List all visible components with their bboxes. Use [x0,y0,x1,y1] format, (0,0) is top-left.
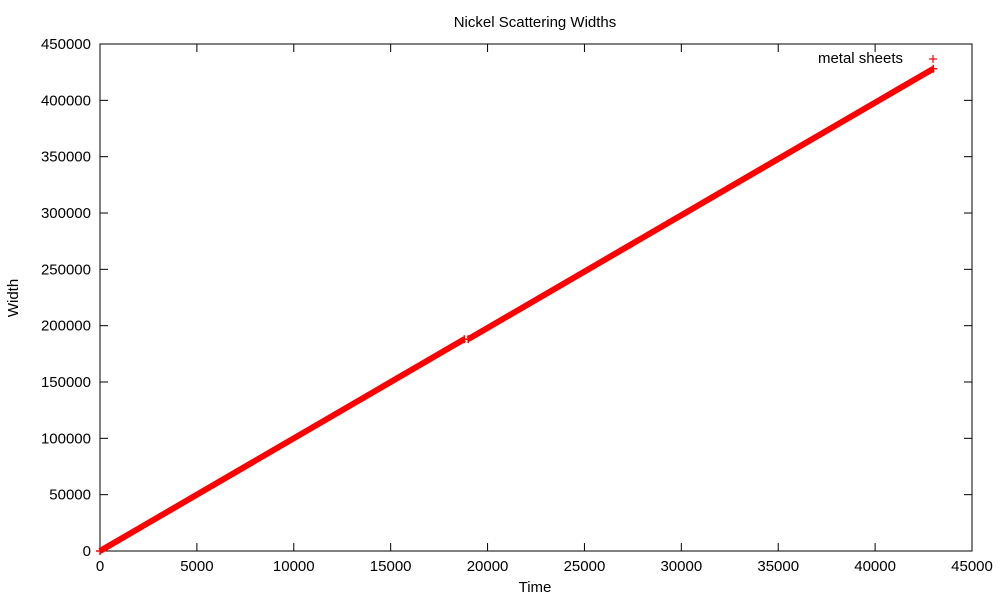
y-tick-label: 0 [83,543,91,560]
y-tick-label: 200000 [41,318,91,335]
y-tick-label: 300000 [41,205,91,222]
plot-frame [99,43,973,552]
x-tick-label: 0 [96,558,104,575]
y-tick-label: 250000 [41,261,91,278]
x-tick-label: 10000 [273,558,315,575]
y-tick-label: 350000 [41,149,91,166]
x-tick-label: 40000 [854,558,896,575]
legend-label: metal sheets [818,50,903,67]
x-tick-label: 30000 [660,558,702,575]
series-band-edge [99,336,465,549]
y-axis-label: Width [5,279,22,317]
x-tick-label: 15000 [370,558,412,575]
x-tick-label: 25000 [564,558,606,575]
x-tick-label: 5000 [180,558,213,575]
x-tick-label: 20000 [467,558,509,575]
x-tick-label: 45000 [951,558,993,575]
y-tick-label: 150000 [41,374,91,391]
y-tick-label: 450000 [41,36,91,53]
y-tick-label: 50000 [49,487,91,504]
y-tick-label: 400000 [41,92,91,109]
series-band [466,66,935,342]
series-band [98,336,466,554]
x-tick-label: 35000 [757,558,799,575]
axis-ticks: 0 5000 10000 15000 20000 25000 30000 35000 40000… [41,36,993,575]
series-band-edge [99,341,465,554]
series-band-edge [467,65,934,338]
series-band-edge [467,70,934,343]
legend-marker [929,55,937,63]
chart-title: Nickel Scattering Widths [454,14,617,31]
x-axis-label: Time [519,579,552,596]
data-marks [96,64,938,555]
y-tick-label: 100000 [41,430,91,447]
